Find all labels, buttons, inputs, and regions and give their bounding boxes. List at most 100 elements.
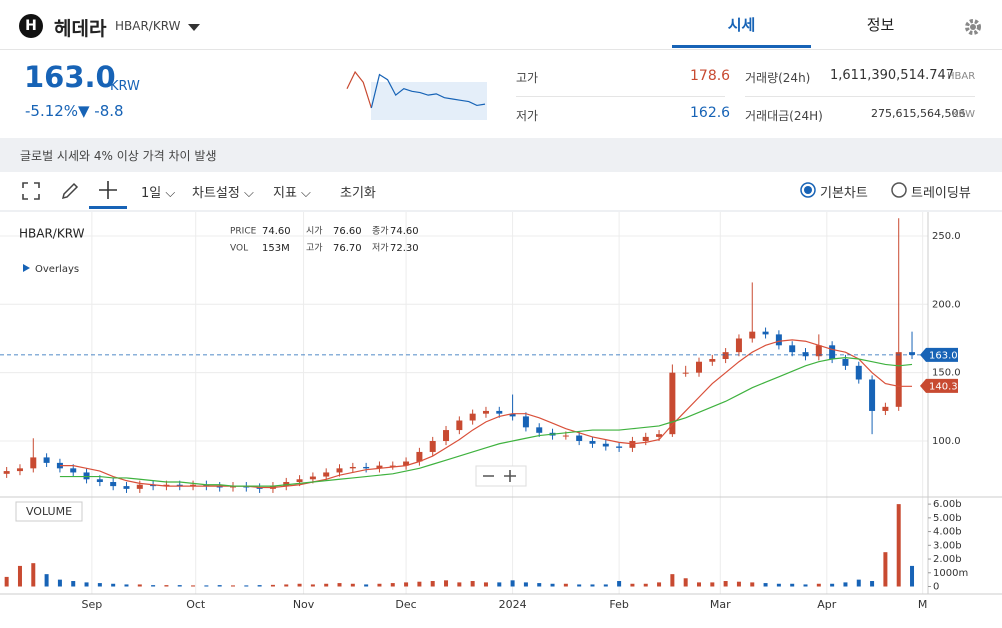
chart-settings[interactable]: 차트설정 ⌵ bbox=[192, 186, 254, 201]
volume-bar bbox=[830, 583, 835, 587]
volume-bar bbox=[71, 581, 76, 587]
chart-symbol: HBAR/KRW bbox=[19, 227, 85, 241]
y-tick-label: 150.0 bbox=[932, 368, 961, 379]
volume-bar bbox=[763, 583, 768, 587]
x-tick-label: Sep bbox=[82, 598, 103, 611]
dropdown-arrow[interactable] bbox=[187, 22, 201, 32]
volume-bar bbox=[377, 583, 382, 587]
volume-box bbox=[15, 501, 83, 522]
current-price: 163.0 bbox=[24, 60, 116, 94]
volume-tick-label: 4.00b bbox=[933, 527, 962, 538]
volume-bar bbox=[191, 585, 196, 587]
price-tag-label: 163.0 bbox=[929, 350, 958, 361]
candle-body bbox=[842, 358, 849, 366]
sparkline-line bbox=[370, 73, 486, 109]
volume-bar bbox=[776, 583, 781, 587]
low-label: 저가 bbox=[516, 109, 539, 123]
candle-body bbox=[16, 468, 23, 472]
volume-bar bbox=[723, 581, 728, 587]
y-tick-label: 250.0 bbox=[932, 231, 961, 242]
tab-active[interactable]: 시세 bbox=[672, 0, 811, 48]
volume-label: 거래량(24h) bbox=[745, 71, 811, 85]
volume-bar bbox=[390, 583, 395, 587]
volume-bar bbox=[523, 582, 528, 587]
candle-body bbox=[30, 457, 37, 469]
overlays[interactable]: Overlays bbox=[35, 264, 79, 275]
indicators[interactable]: 지표 ⌵ bbox=[273, 186, 311, 201]
volume-tick-label: 6.00b bbox=[933, 499, 962, 510]
volume-bar bbox=[590, 584, 595, 587]
x-tick-label: Nov bbox=[293, 598, 315, 611]
moving-average bbox=[59, 339, 913, 489]
y-tick-label: 100.0 bbox=[932, 436, 961, 447]
volume-bar bbox=[750, 582, 755, 587]
candle-body bbox=[43, 457, 50, 463]
volume-bar bbox=[337, 583, 342, 587]
volume-bar bbox=[270, 584, 275, 587]
candle-body bbox=[482, 410, 489, 414]
candle-body bbox=[869, 379, 876, 411]
volume-bar bbox=[483, 582, 488, 587]
settings-icon[interactable] bbox=[963, 17, 983, 37]
fullscreen-icon[interactable] bbox=[22, 182, 40, 200]
volume-bar bbox=[417, 581, 422, 587]
tradingview[interactable]: 트레이딩뷰 bbox=[911, 186, 971, 201]
candle-body bbox=[522, 416, 529, 428]
candle-body bbox=[469, 413, 476, 421]
volume-bar bbox=[470, 581, 475, 587]
volume-bar bbox=[204, 585, 209, 587]
candle-body bbox=[403, 461, 410, 466]
pair[interactable]: HBAR/KRW bbox=[115, 19, 181, 33]
volume-bar bbox=[856, 579, 861, 587]
candle-body bbox=[203, 484, 210, 487]
radio-checked[interactable] bbox=[800, 182, 816, 198]
candle-body bbox=[70, 468, 77, 473]
volume-bar bbox=[217, 585, 222, 587]
candle-body bbox=[642, 436, 649, 442]
volume-bar bbox=[670, 574, 675, 587]
basic-chart[interactable]: 기본차트 bbox=[820, 186, 868, 201]
volume-bar bbox=[297, 583, 302, 587]
volume-bar bbox=[124, 584, 129, 587]
volume-bar bbox=[510, 580, 515, 587]
info-label: 저가 bbox=[372, 243, 389, 254]
info-value: 76.60 bbox=[333, 226, 362, 237]
interval[interactable]: 1일 ⌵ bbox=[141, 186, 176, 201]
radio[interactable] bbox=[891, 182, 907, 198]
candle-body bbox=[150, 484, 157, 487]
header-panel: H 헤데라 HBAR/KRW 시세 정보 163.0 KRW -5.12% ▼ … bbox=[0, 0, 1002, 138]
amount-unit: KRW bbox=[952, 109, 975, 120]
candle-body bbox=[509, 413, 516, 417]
volume-bar bbox=[230, 585, 235, 587]
volume-bar bbox=[870, 581, 875, 587]
candle-body bbox=[363, 466, 370, 469]
volume-bar bbox=[177, 585, 182, 587]
volume-bar bbox=[497, 582, 502, 587]
candle-body bbox=[296, 479, 303, 483]
info-value: 72.30 bbox=[390, 243, 419, 254]
volume-bar bbox=[896, 504, 901, 587]
draw-icon[interactable] bbox=[60, 181, 80, 201]
volume-bar bbox=[683, 578, 688, 587]
info-value: 153M bbox=[262, 243, 290, 254]
candle-body bbox=[895, 352, 902, 407]
candle-body bbox=[789, 345, 796, 353]
tab[interactable]: 정보 bbox=[866, 16, 895, 34]
crosshair-icon[interactable] bbox=[89, 172, 127, 210]
sparkline-line bbox=[346, 70, 372, 109]
grid bbox=[0, 212, 928, 594]
info-label: VOL bbox=[230, 244, 248, 254]
info-label: 종가 bbox=[372, 226, 389, 237]
volume-tick-label: 1000m bbox=[933, 568, 968, 579]
sparkline bbox=[346, 70, 487, 120]
candle-body bbox=[762, 331, 769, 335]
candle-body bbox=[496, 410, 503, 414]
candle-body bbox=[429, 441, 436, 452]
volume-bar bbox=[537, 583, 542, 587]
zoom-icons[interactable] bbox=[483, 470, 516, 482]
reset[interactable]: 초기화 bbox=[340, 186, 376, 201]
notice-bar: 글로벌 시세와 4% 이상 가격 차이 발생 bbox=[0, 140, 1002, 170]
candle-body bbox=[323, 472, 330, 477]
volume-tick-label: 0 bbox=[933, 582, 939, 593]
candle-body bbox=[216, 486, 223, 488]
